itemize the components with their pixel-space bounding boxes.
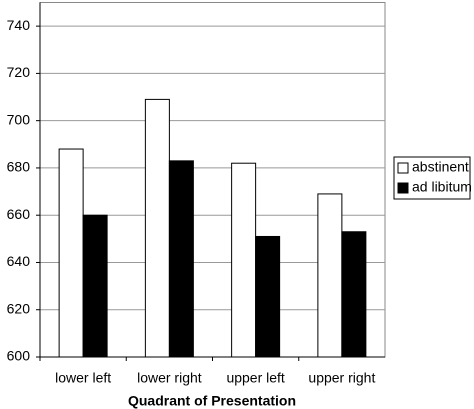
x-tick-label: lower right	[137, 370, 202, 386]
bar	[231, 162, 257, 358]
y-tick-label: 600	[7, 348, 31, 364]
bar	[317, 193, 343, 358]
bar	[82, 214, 108, 358]
y-tick-label: 720	[7, 64, 31, 80]
bar	[255, 235, 281, 358]
bar	[58, 148, 84, 358]
y-tick-label: 680	[7, 159, 31, 175]
y-tick-label: 620	[7, 300, 31, 316]
y-tick-label: 640	[7, 253, 31, 269]
x-axis-title: Quadrant of Presentation	[128, 393, 296, 409]
y-tick-label: 700	[7, 111, 31, 127]
x-tick-label: lower left	[55, 370, 111, 386]
x-tick-label: upper right	[308, 370, 375, 386]
legend-label: ad libitum	[412, 179, 472, 195]
y-tick-label: 660	[7, 206, 31, 222]
legend-swatch	[397, 162, 409, 174]
legend-swatch	[397, 182, 409, 194]
bar	[168, 160, 194, 358]
legend-label: abstinent	[412, 159, 469, 175]
bar	[341, 231, 367, 358]
y-tick-label: 740	[7, 17, 31, 33]
x-tick-label: upper left	[226, 370, 284, 386]
bar	[144, 98, 170, 358]
